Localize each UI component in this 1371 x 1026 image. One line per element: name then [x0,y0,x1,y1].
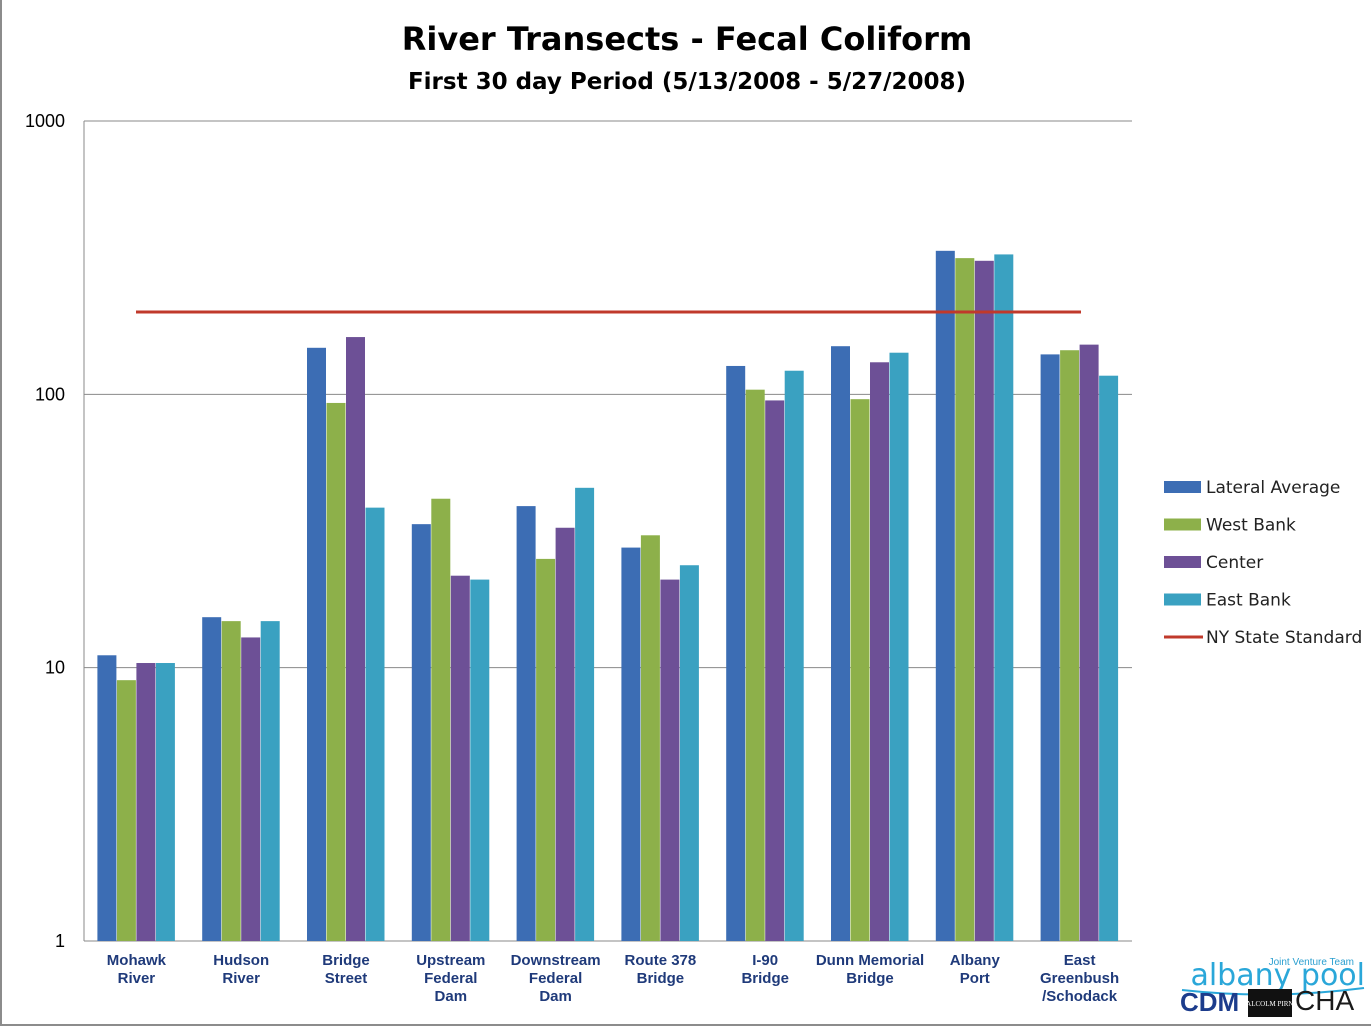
bar [307,347,326,941]
bar [955,258,975,942]
bar [831,346,850,941]
bar [450,575,470,941]
bar [1099,375,1119,941]
x-tick-label: Mohawk [107,952,167,969]
x-tick-label: I-90 [752,952,778,969]
bar [640,535,660,941]
x-tick-label: Bridge [741,970,789,987]
legend-label: Center [1206,553,1263,573]
x-tick-label: Federal [529,970,582,987]
y-tick-label: 1000 [25,111,65,131]
y-tick-label: 100 [35,384,65,404]
x-tick-label: Port [960,970,990,987]
x-axis-labels: MohawkRiverHudsonRiverBridgeStreetUpstre… [107,952,1119,1005]
x-tick-label: East [1064,952,1096,969]
bar [994,254,1014,941]
albany-pool-logo: Joint Venture Team albany pool CDM MALCO… [1180,957,1365,1017]
bar [516,506,536,941]
bar [431,498,451,941]
bar [660,579,680,941]
bar [365,507,385,941]
bar [326,402,346,941]
x-tick-label: Albany [950,952,1001,969]
x-tick-label: Dam [539,988,572,1005]
bar [241,637,261,941]
x-tick-label: Dunn Memorial [816,952,924,969]
x-tick-label: Bridge [637,970,685,987]
x-tick-label: Downstream [511,952,601,969]
x-tick-label: Bridge [322,952,370,969]
bar [260,621,280,941]
bar [536,558,556,941]
bar [470,579,490,941]
bar [136,663,156,941]
bar [116,680,136,941]
bar [1060,350,1080,941]
x-tick-label: Route 378 [625,952,697,969]
bar [97,655,117,941]
bar [1040,354,1060,941]
legend-label: West Bank [1206,516,1296,536]
logo-name: albany pool [1190,958,1365,993]
x-tick-label: Greenbush [1040,970,1119,987]
legend-swatch [1164,593,1201,606]
x-tick-label: River [118,970,156,987]
legend-label: NY State Standard [1206,628,1362,648]
bar [621,547,641,941]
legend-swatch [1164,518,1201,531]
x-tick-label: Hudson [213,952,269,969]
bar [155,663,175,941]
bar [221,621,241,941]
bar [974,260,994,941]
x-tick-label: Federal [424,970,477,987]
bar [870,362,889,941]
x-tick-label: Upstream [416,952,485,969]
logo-malcolm-pirnie-box [1248,989,1292,1017]
legend-swatch [1164,556,1201,568]
logo-malcolm-pirnie: MALCOLM PIRNIE [1240,1000,1300,1008]
bar [346,337,365,941]
x-tick-label: Bridge [846,970,894,987]
bar [850,399,870,941]
chart-title: River Transects - Fecal Coliform [402,20,973,58]
bar [202,617,222,941]
logo-cdm: CDM [1180,987,1239,1017]
bar [745,389,765,941]
logo-tagline: Joint Venture Team [1269,957,1354,968]
y-tick-label: 10 [45,658,65,678]
x-tick-label: River [222,970,260,987]
legend-label: East Bank [1206,591,1291,611]
bars [97,250,1119,942]
bar [935,250,955,941]
legend-label: Lateral Average [1206,478,1340,498]
bar [555,527,575,941]
bar [411,524,431,941]
bar [575,487,595,941]
bar [1079,344,1099,942]
logo-cha: CHA [1295,985,1354,1016]
y-tick-label: 1 [55,931,65,951]
bar [784,370,804,942]
bar [679,565,699,941]
chart-subtitle: First 30 day Period (5/13/2008 - 5/27/20… [408,69,966,95]
legend-swatch [1164,481,1201,493]
bar [765,400,785,941]
x-tick-label: /Schodack [1042,988,1118,1005]
x-tick-label: Dam [435,988,468,1005]
bar [726,365,746,941]
legend: Lateral Average West Bank Center East Bank N… [1164,478,1362,648]
bar [889,352,909,941]
x-tick-label: Street [325,970,368,987]
